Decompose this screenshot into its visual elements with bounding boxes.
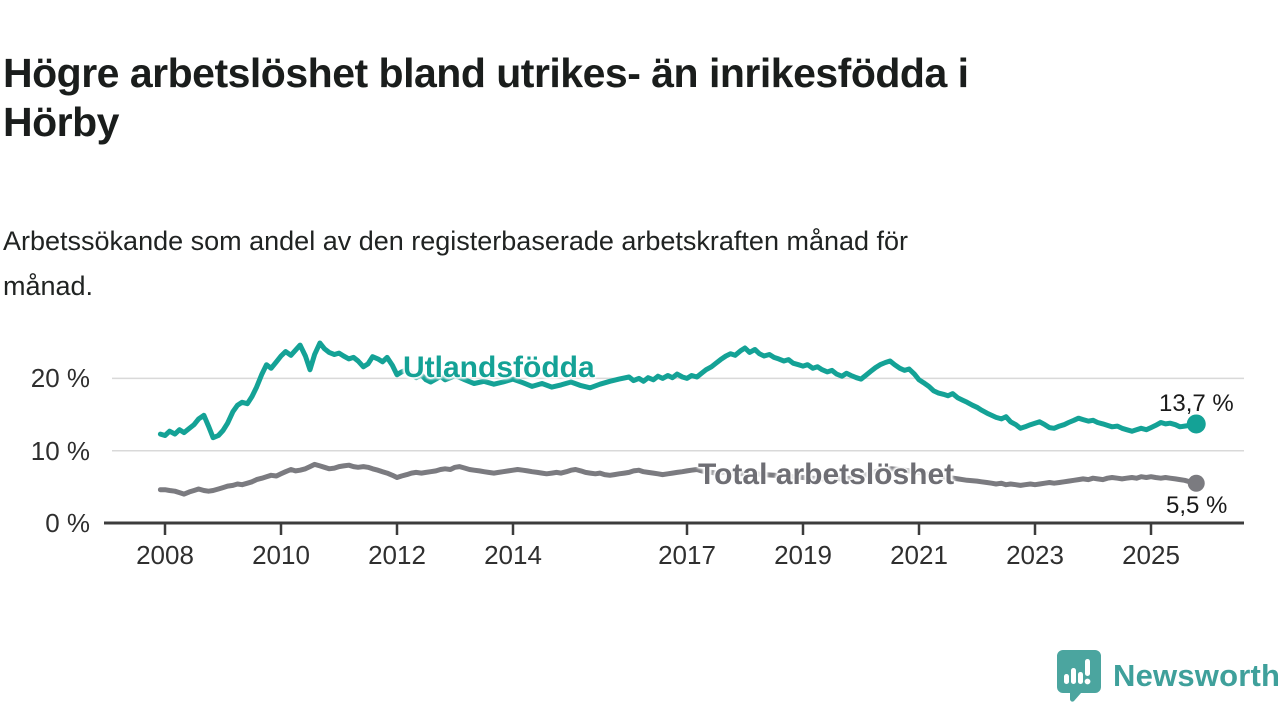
newsworthy-logo-icon <box>1057 650 1101 702</box>
x-tick-label-2014: 2014 <box>484 540 542 570</box>
page-title: Högre arbetslöshet bland utrikes- än inr… <box>3 49 1253 147</box>
end-value-label-total: 5,5 % <box>1166 492 1228 519</box>
brand-name: Newsworthy <box>1113 657 1280 693</box>
y-tick-label-20: 20 % <box>30 363 90 394</box>
exclamation-dot <box>1084 678 1091 685</box>
series-label-utlandsfodda: Utlandsfödda <box>403 351 595 384</box>
y-tick-label-0: 0 % <box>45 508 90 538</box>
x-tick-label-2021: 2021 <box>890 540 948 570</box>
y-tick-label-10: 10 % <box>30 435 90 466</box>
x-tick-label-2023: 2023 <box>1006 540 1064 570</box>
x-tick-label-2010: 2010 <box>252 540 310 570</box>
x-tick-label-2019: 2019 <box>774 540 832 570</box>
end-value-label-utlandsfodda: 13,7 % <box>1159 390 1234 417</box>
x-tick-label-2017: 2017 <box>658 540 716 570</box>
x-tick-label-2008: 2008 <box>136 540 194 570</box>
title-line-1: Högre arbetslöshet bland utrikes- än inr… <box>3 50 969 97</box>
series-label-total-arbetsloshet: Total arbetslöshet <box>698 458 955 491</box>
chart-subtitle: Arbetssökande som andel av den registerb… <box>3 219 1233 309</box>
subtitle-line-1: Arbetssökande som andel av den registerb… <box>3 226 909 256</box>
series-line-0 <box>157 340 1199 441</box>
bar-chart-glyph <box>1064 659 1091 685</box>
subtitle-line-2: månad. <box>3 271 94 301</box>
newsworthy-brand: Newsworthy <box>1056 649 1280 702</box>
x-tick-label-2025: 2025 <box>1122 540 1180 570</box>
series-end-dot-1 <box>1187 474 1205 492</box>
x-tick-label-2012: 2012 <box>368 540 426 570</box>
series-line-1 <box>157 461 1199 497</box>
title-line-2: Hörby <box>3 99 119 146</box>
